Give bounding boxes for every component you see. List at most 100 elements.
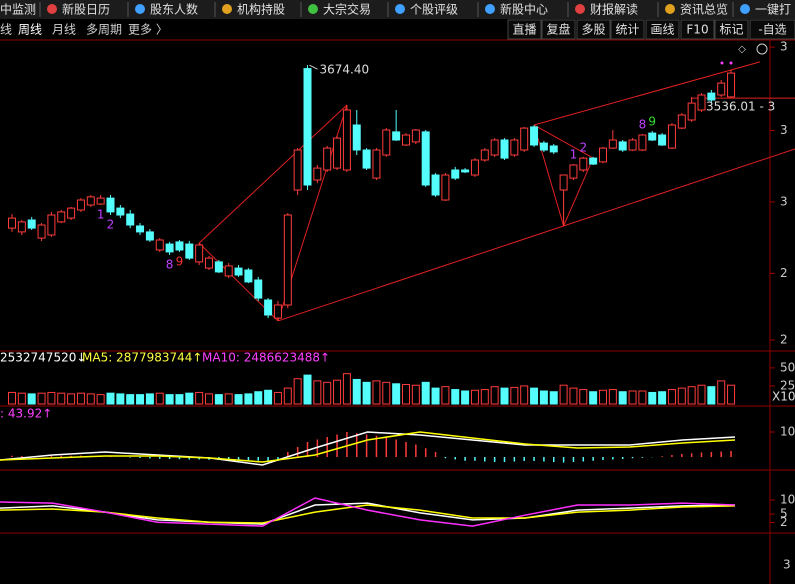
volume-bar: [303, 374, 312, 405]
candle-body: [205, 257, 213, 269]
volume-bar: [727, 384, 736, 405]
candle-body: [136, 225, 145, 233]
volume-bar: [510, 386, 519, 405]
tool-label[interactable]: 直播: [512, 23, 536, 37]
tool-label[interactable]: F10: [686, 23, 708, 37]
candle-body: [86, 196, 95, 206]
tool-label[interactable]: -自选: [758, 23, 786, 37]
menu-item[interactable]: 新股日历: [62, 2, 110, 17]
tool-label[interactable]: 统计: [615, 23, 639, 37]
tool-label[interactable]: 标记: [719, 23, 743, 37]
volume-bar: [155, 392, 164, 405]
volume-bar: [608, 389, 617, 405]
candle-body: [470, 159, 479, 176]
td-label: 8: [639, 118, 647, 132]
tool-button[interactable]: [749, 19, 795, 40]
td-label: 2: [579, 140, 587, 154]
tool-button[interactable]: [507, 19, 542, 40]
tool-button[interactable]: [610, 19, 645, 40]
menu-item[interactable]: 大宗交易: [323, 2, 371, 17]
td-label: 8: [166, 258, 174, 272]
indicator-label: 2532747520↓: [0, 351, 86, 365]
candle-body: [717, 82, 726, 96]
volume-bar: [520, 385, 529, 405]
volume-bar: [717, 380, 726, 405]
menu-item[interactable]: 股东人数: [150, 2, 198, 17]
indicator-line: [0, 431, 736, 463]
menu-item[interactable]: 财报解读: [590, 2, 638, 17]
candle-body: [382, 129, 391, 156]
indicator-label: : 43.92↑: [0, 407, 52, 421]
candle-body: [224, 265, 233, 277]
volume-bar: [470, 389, 479, 405]
volume-bar: [589, 391, 598, 405]
td-label: 9: [648, 114, 656, 128]
volume-bar: [254, 391, 263, 405]
candle-body: [303, 68, 312, 186]
tool-button[interactable]: [541, 19, 576, 40]
indicator-label: MA5: 2877983744↑: [82, 351, 202, 365]
period-tab[interactable]: 线: [0, 23, 12, 37]
tool-label[interactable]: 复盘: [546, 22, 570, 37]
indicator-line: [0, 497, 736, 527]
candle-body: [126, 213, 135, 226]
tool-button[interactable]: [714, 19, 749, 40]
candle-body: [608, 139, 617, 149]
volume-bar: [76, 392, 85, 405]
y-tick-label: 5: [780, 507, 788, 521]
diamond-icon[interactable]: ◇: [738, 44, 746, 55]
tool-button[interactable]: [576, 19, 611, 40]
menu-item[interactable]: 一键打: [755, 3, 791, 17]
volume-bar: [313, 380, 322, 405]
period-tab[interactable]: 多周期: [86, 23, 122, 37]
period-tab[interactable]: 周线: [18, 23, 42, 37]
volume-bar: [392, 383, 401, 405]
volume-bar: [658, 391, 667, 405]
period-tab[interactable]: 更多 〉: [128, 23, 168, 37]
volume-bar: [165, 394, 174, 405]
volume-bar: [86, 393, 95, 405]
volume-bar: [599, 389, 607, 405]
candle-body: [47, 214, 56, 236]
tool-label[interactable]: 多股: [581, 23, 605, 37]
candle-body: [293, 149, 302, 191]
menu-icon: [308, 4, 318, 14]
candle-body: [185, 243, 194, 259]
volume-bar: [648, 391, 657, 405]
tool-label[interactable]: 画线: [650, 23, 674, 37]
menu-icon: [740, 4, 750, 14]
candle-body: [283, 214, 292, 306]
tool-button[interactable]: [680, 19, 715, 40]
menu-icon: [222, 4, 232, 14]
y-tick-label: 3: [780, 194, 788, 208]
candle-body: [342, 109, 351, 171]
volume-bar: [382, 381, 391, 405]
period-tab[interactable]: 月线: [52, 23, 76, 37]
tool-button[interactable]: [645, 19, 680, 40]
menu-icon: [665, 4, 675, 14]
trend-line: [563, 157, 594, 227]
candle-body: [17, 221, 26, 233]
volume-bar: [530, 387, 539, 405]
candle-body: [165, 243, 174, 253]
volume-multiplier: X10: [772, 390, 795, 404]
circle-icon[interactable]: [756, 43, 768, 55]
volume-bar: [8, 391, 16, 405]
volume-bar: [145, 393, 154, 405]
menu-item[interactable]: 中监测: [0, 2, 36, 17]
candle-body: [559, 174, 568, 191]
menu-item[interactable]: 个股评级: [410, 3, 458, 17]
menu-item[interactable]: 新股中心: [500, 2, 548, 17]
volume-bar: [618, 391, 627, 405]
menu-item[interactable]: 资讯总览: [680, 2, 728, 17]
y-tick-label: 2: [780, 266, 788, 280]
volume-bar: [579, 389, 588, 405]
volume-bar: [205, 393, 213, 405]
volume-bar: [37, 392, 46, 405]
menu-item[interactable]: 机构持股: [237, 2, 285, 17]
candle-body: [8, 217, 16, 229]
volume-bar: [500, 387, 509, 405]
signal-dot: [729, 61, 733, 65]
volume-bar: [47, 391, 56, 405]
